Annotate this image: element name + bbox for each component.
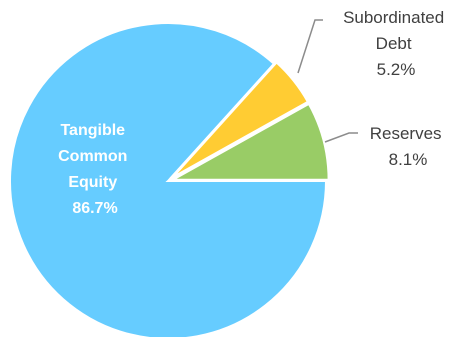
- slice-label-reserves: Reserves 8.1%: [370, 124, 447, 169]
- pie-slices: [9, 22, 331, 337]
- slice-label-tangible-common-equity: Tangible Common Equity 86.7%: [58, 122, 132, 217]
- pie-slice-tangible-common-equity: [9, 22, 328, 337]
- tce-label-line-2: Common: [58, 148, 127, 165]
- slice-labels: Tangible Common Equity 86.7% Subordinate…: [58, 8, 449, 217]
- leader-line-subordinated-debt: [297, 19, 323, 74]
- subdebt-value-label: 5.2%: [377, 60, 416, 79]
- subdebt-label-line-2: Debt: [376, 34, 412, 53]
- leader-lines: [297, 19, 358, 143]
- tce-label-line-3: Equity: [68, 174, 117, 191]
- tce-value-label: 86.7%: [72, 200, 117, 217]
- slice-label-subordinated-debt: Subordinated Debt 5.2%: [343, 8, 449, 79]
- reserves-value-label: 8.1%: [389, 150, 428, 169]
- reserves-label-line-1: Reserves: [370, 124, 442, 143]
- pie-slice-subordinated-debt: [169, 59, 311, 181]
- leader-line-reserves: [324, 132, 358, 143]
- subdebt-label-line-1: Subordinated: [343, 8, 444, 27]
- tce-label-line-1: Tangible: [60, 122, 125, 139]
